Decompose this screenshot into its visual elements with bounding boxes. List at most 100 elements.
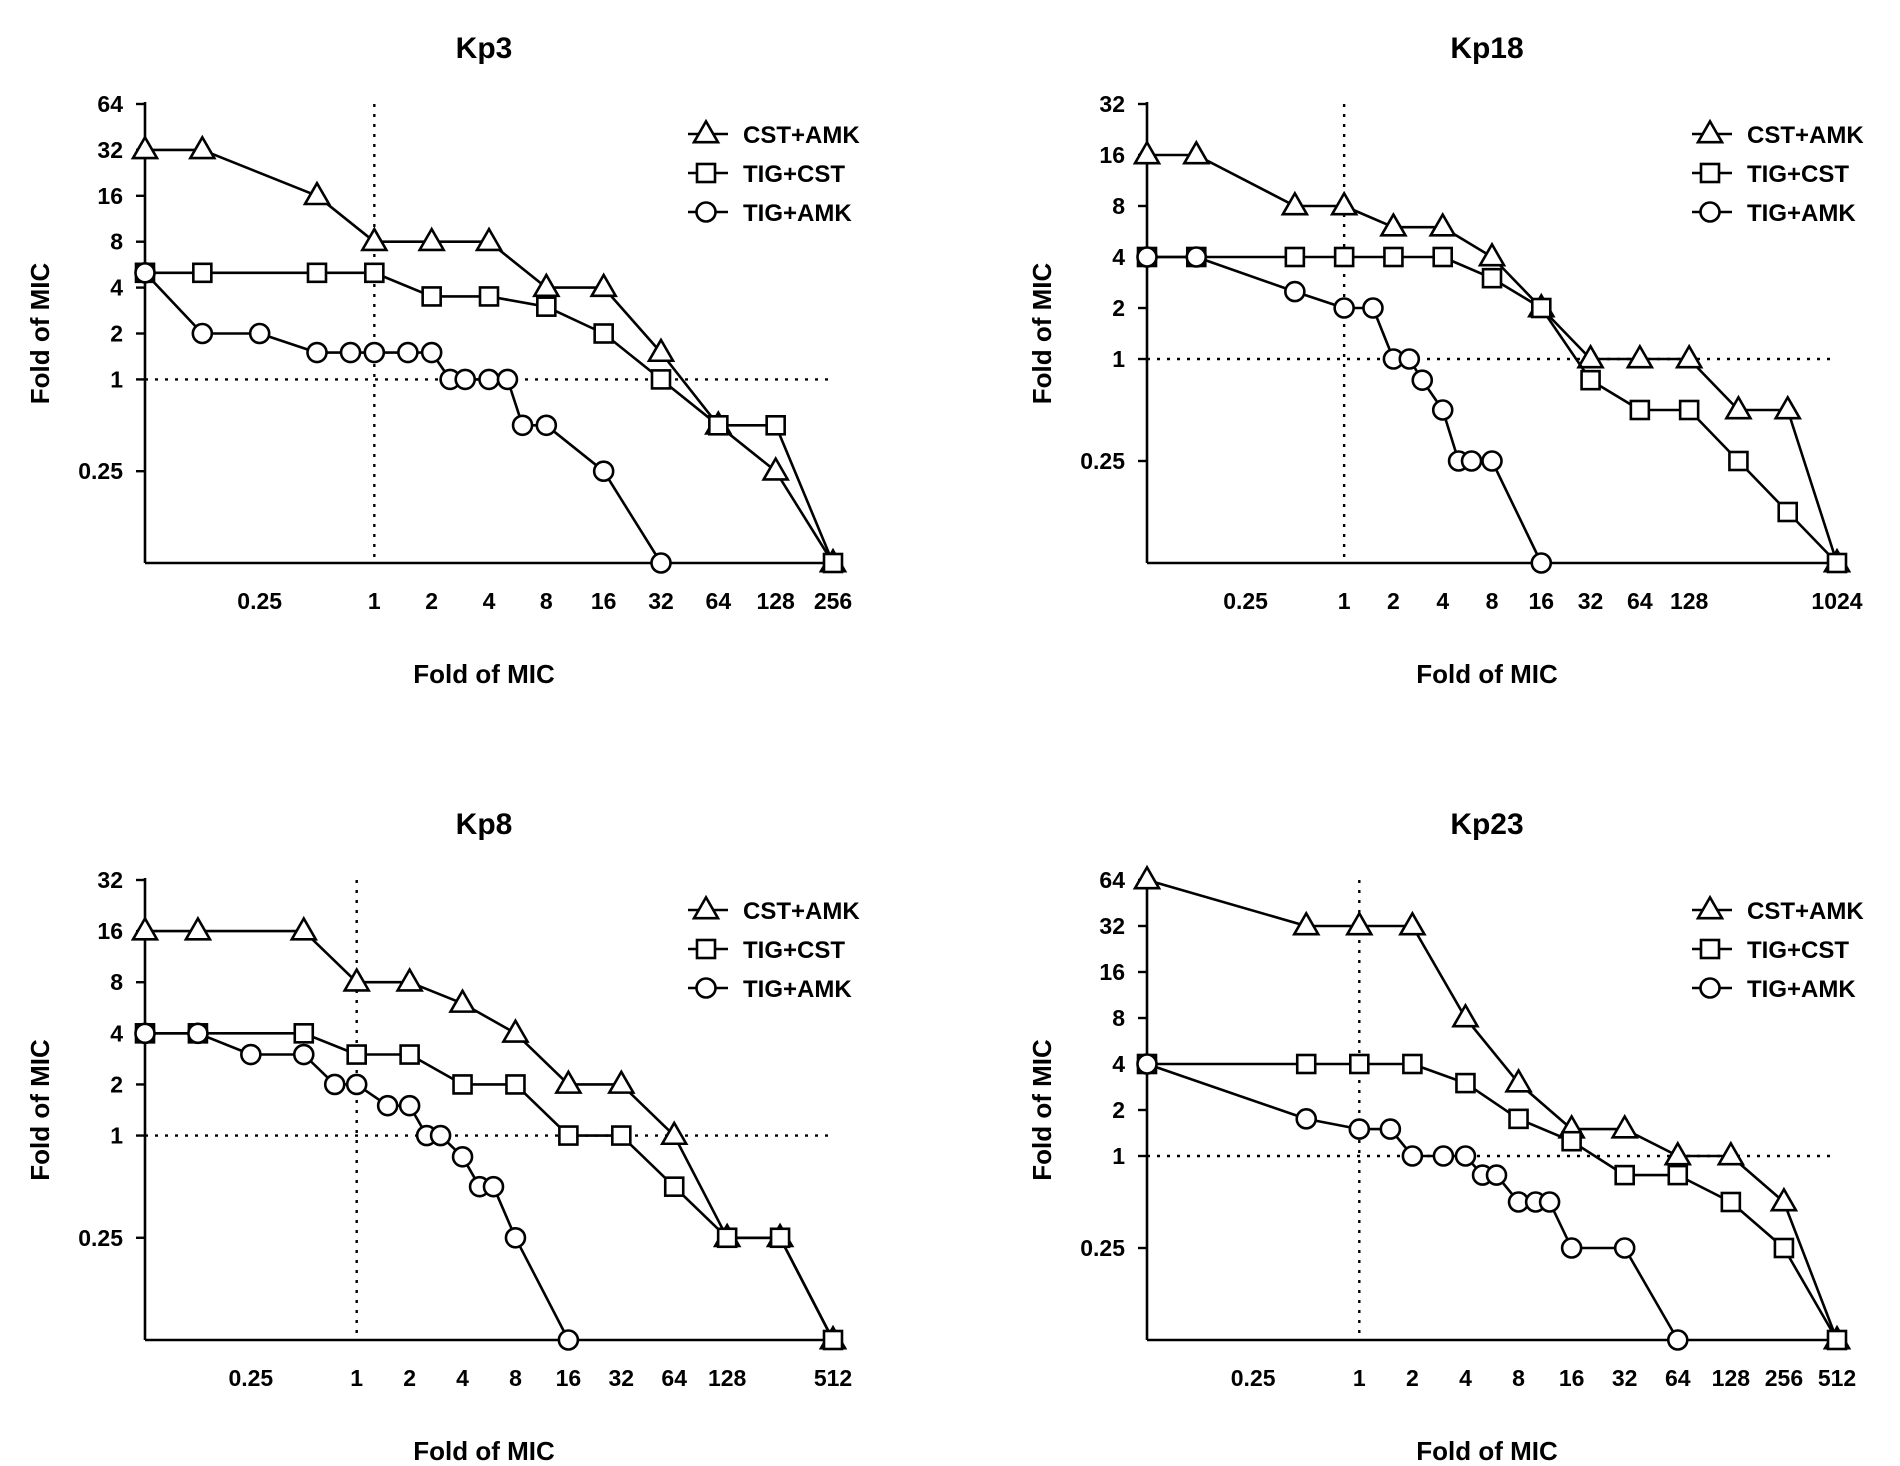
data-point-triangle: [1773, 394, 1802, 420]
data-point-circle: [451, 1145, 474, 1168]
y-axis-label: Fold of MIC: [1027, 263, 1057, 405]
data-point-square: [421, 286, 442, 307]
y-tick-label: 0.25: [78, 1225, 123, 1251]
series-cst-amk: [1132, 139, 1852, 573]
x-tick-label: 256: [1765, 1365, 1803, 1391]
x-tick-label: 8: [540, 588, 553, 614]
x-tick-label: 1: [1353, 1365, 1366, 1391]
data-point-circle: [511, 414, 534, 437]
data-point-square: [1826, 552, 1848, 574]
y-tick-label: 1: [1112, 346, 1125, 372]
x-tick-label: 1: [1338, 588, 1351, 614]
data-point-circle: [1481, 450, 1503, 472]
data-point-triangle: [554, 1069, 583, 1094]
data-point-square: [1728, 450, 1749, 472]
data-point-circle: [1136, 246, 1158, 268]
x-tick-label: 16: [1559, 1365, 1585, 1391]
series-cst-amk: [130, 915, 848, 1350]
data-point-circle: [1613, 1237, 1636, 1259]
legend-label: TIG+AMK: [1747, 200, 1856, 227]
x-tick-label: 8: [1486, 588, 1499, 614]
data-point-square: [663, 1176, 685, 1197]
x-tick-label: 2: [1387, 588, 1400, 614]
chart-panel-kp23: Kp23 0.25 1 2 4 8 16 32 64 0.25 1 2 4 8 16 32 64 128 256 51…: [1027, 808, 1864, 1466]
data-point-circle: [191, 322, 214, 345]
data-point-triangle: [1132, 864, 1162, 890]
data-point-circle: [345, 1073, 368, 1096]
chart-title: Kp18: [1450, 32, 1523, 65]
data-point-circle: [248, 322, 271, 345]
x-tick-label: 128: [1712, 1365, 1751, 1391]
y-tick-label: 32: [97, 867, 123, 893]
data-point-circle: [363, 341, 386, 364]
data-point-circle: [1454, 1145, 1477, 1167]
y-tick-label: 1: [1112, 1143, 1125, 1169]
legend: CST+AMK TIG+CST TIG+AMK: [688, 894, 860, 1003]
data-point-circle: [1136, 1053, 1158, 1075]
x-tick-label: 64: [1627, 588, 1653, 614]
data-point-circle: [535, 414, 558, 437]
y-tick-label: 0.25: [1080, 1235, 1125, 1261]
legend-label: TIG+AMK: [1747, 976, 1856, 1003]
y-tick-label: 2: [110, 1071, 123, 1097]
data-point-triangle: [607, 1069, 636, 1094]
data-point-triangle: [1625, 343, 1655, 369]
y-tick-label: 2: [1112, 1097, 1125, 1123]
chart-title: Kp3: [456, 32, 513, 65]
data-point-square: [1629, 399, 1651, 421]
data-point-square: [1826, 1329, 1848, 1351]
y-tick-label: 0.25: [78, 458, 123, 484]
data-point-circle: [1432, 1145, 1455, 1167]
data-point-square: [346, 1044, 367, 1065]
data-point-triangle: [1329, 190, 1359, 216]
legend-label: TIG+CST: [1747, 937, 1849, 964]
x-tick-label: 32: [1612, 1365, 1638, 1391]
data-point-square: [1530, 297, 1552, 319]
legend-marker-circle: [695, 201, 717, 223]
x-axis-label: Fold of MIC: [413, 659, 555, 689]
data-point-triangle: [659, 1120, 689, 1146]
data-point-circle: [306, 341, 328, 364]
data-point-triangle: [1477, 241, 1507, 267]
x-tick-label: 1024: [1811, 588, 1862, 614]
data-point-triangle: [761, 455, 790, 481]
data-point-square: [708, 414, 729, 436]
chart-title: Kp23: [1450, 808, 1523, 841]
series-line: [1147, 153, 1839, 564]
data-point-square: [769, 1227, 791, 1249]
data-point-square: [1777, 501, 1799, 523]
x-tick-label: 32: [1578, 588, 1604, 614]
data-point-circle: [187, 1022, 209, 1045]
x-tick-label: 4: [1459, 1365, 1472, 1391]
legend-marker-triangle: [1695, 118, 1725, 144]
chart-panel-kp8: Kp8 0.25 1 2 4 8 16 32 0.25 1 2 4 8 16 32 64 128 512 Fold …: [25, 808, 860, 1466]
series-line: [144, 271, 663, 564]
data-point-circle: [478, 368, 500, 391]
data-point-circle: [1185, 246, 1208, 268]
data-point-circle: [592, 460, 615, 483]
data-point-triangle: [1132, 139, 1162, 165]
data-point-triangle: [501, 1018, 530, 1043]
x-axis-label: Fold of MIC: [413, 1436, 555, 1466]
x-tick-label: 1: [350, 1365, 363, 1391]
x-tick-label: 128: [756, 588, 795, 614]
data-point-triangle: [1451, 1002, 1480, 1028]
data-point-square: [192, 262, 213, 284]
data-point-triangle: [130, 134, 160, 160]
x-tick-label: 128: [1670, 588, 1709, 614]
data-point-circle: [1401, 1145, 1424, 1167]
data-point-square: [1349, 1053, 1370, 1075]
data-point-circle: [398, 1094, 421, 1117]
data-point-triangle: [289, 915, 319, 941]
legend-marker-triangle: [691, 118, 721, 144]
data-point-square: [1295, 1053, 1317, 1075]
data-point-triangle: [474, 226, 504, 252]
series-line: [1146, 1062, 1679, 1341]
data-point-circle: [1295, 1108, 1318, 1130]
y-tick-label: 8: [110, 229, 123, 255]
data-point-square: [364, 262, 385, 284]
data-point-square: [1773, 1237, 1795, 1259]
data-point-triangle: [183, 915, 213, 941]
data-point-square: [1508, 1108, 1529, 1130]
